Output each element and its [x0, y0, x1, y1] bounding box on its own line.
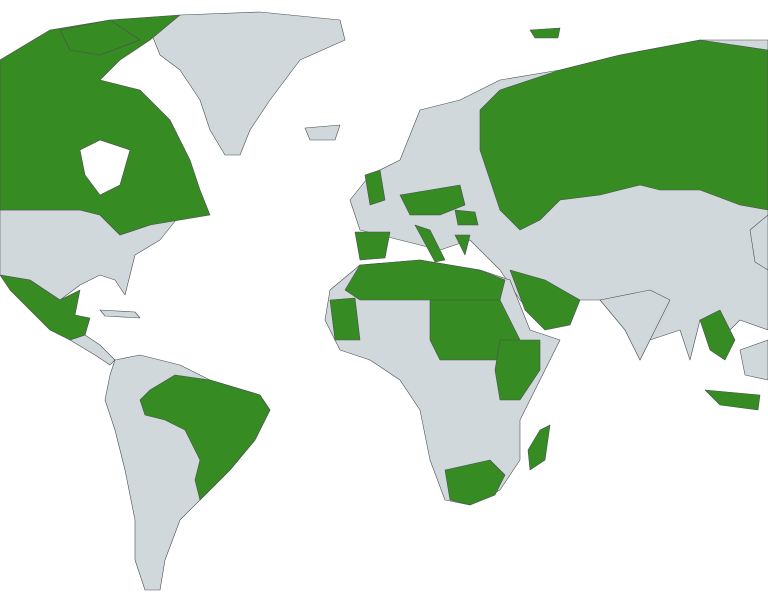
united-kingdom [364, 169, 386, 206]
russia [479, 39, 768, 231]
arabian-peninsula [509, 269, 581, 331]
mauritania [329, 297, 361, 341]
caribbean [99, 309, 141, 319]
arctic-islands [59, 19, 141, 56]
southeast-asia-islands [739, 339, 768, 381]
japan [749, 214, 768, 271]
hudson-bay [79, 139, 131, 196]
central-europe [399, 184, 466, 216]
italy [414, 224, 446, 263]
india [599, 289, 671, 361]
canada [0, 14, 211, 236]
sudan-chad [429, 299, 521, 361]
romania [454, 209, 479, 226]
iceland [304, 124, 341, 141]
brazil [139, 374, 271, 501]
indonesia [704, 389, 761, 411]
greece [454, 234, 471, 256]
madagascar [527, 424, 551, 471]
greenland [149, 11, 346, 156]
ethiopia-kenya [494, 339, 541, 401]
southeast-asia [699, 309, 736, 361]
svalbard [529, 27, 561, 39]
mexico [0, 274, 91, 341]
spain [354, 231, 391, 261]
south-africa [444, 459, 506, 506]
